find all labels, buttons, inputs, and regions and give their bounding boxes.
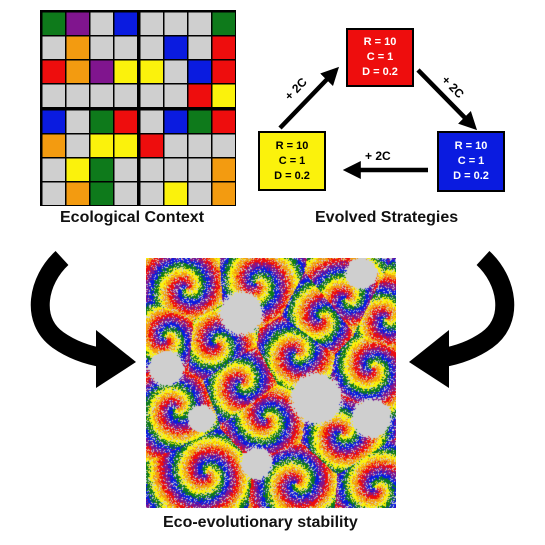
grid-cell — [188, 60, 211, 83]
curved-arrow-left-icon — [30, 251, 106, 368]
grid-cell — [188, 12, 211, 35]
grid-cell — [212, 182, 235, 205]
ecological-context-label: Ecological Context — [60, 209, 205, 226]
grid-cell — [188, 158, 211, 181]
grid-cell — [114, 182, 137, 205]
grid-cell — [114, 12, 137, 35]
strategy-yellow-d: D = 0.2 — [274, 169, 310, 182]
curved-arrow-right-head-icon — [409, 330, 449, 388]
grid-cell — [66, 60, 89, 83]
grid-cell — [66, 158, 89, 181]
grid-cell — [42, 60, 65, 83]
grid-cell — [42, 110, 65, 133]
strategy-yellow-c: C = 1 — [278, 154, 306, 167]
grid-cell — [90, 84, 113, 107]
strategy-box-red: R = 10 C = 1 D = 0.2 — [346, 28, 414, 87]
grid-cell — [140, 60, 163, 83]
strategy-red-r: R = 10 — [363, 36, 397, 48]
grid-cell — [212, 84, 235, 107]
grid-cell — [212, 110, 235, 133]
grid-cell — [42, 12, 65, 35]
grid-cell — [188, 36, 211, 59]
grid-cell — [164, 134, 187, 157]
grid-cell — [42, 84, 65, 107]
grid-cell — [188, 134, 211, 157]
grid-cell — [164, 60, 187, 83]
grid-cell — [90, 12, 113, 35]
grid-cell — [140, 182, 163, 205]
grid-cell — [66, 134, 89, 157]
grid-cell — [66, 110, 89, 133]
grid-cell — [114, 60, 137, 83]
grid-cell — [66, 84, 89, 107]
eco-evolutionary-simulation-image — [146, 258, 396, 508]
grid-cell — [164, 182, 187, 205]
grid-cell — [212, 12, 235, 35]
grid-cell — [114, 134, 137, 157]
grid-cell — [42, 158, 65, 181]
grid-cell — [42, 134, 65, 157]
grid-cell — [164, 158, 187, 181]
curved-arrow-left-head-icon — [96, 330, 136, 388]
grid-cell — [212, 134, 235, 157]
arrow-red-to-blue — [416, 68, 478, 131]
grid-cell — [188, 84, 211, 107]
grid-cell — [42, 182, 65, 205]
grid-cell — [212, 60, 235, 83]
strategy-blue-c: C = 1 — [457, 155, 485, 167]
strategy-blue-r: R = 10 — [454, 140, 488, 152]
strategy-blue-d: D = 0.2 — [453, 170, 489, 182]
strategy-box-yellow: R = 10 C = 1 D = 0.2 — [258, 131, 326, 191]
grid-cell — [212, 158, 235, 181]
grid-cell — [114, 36, 137, 59]
grid-cell — [140, 134, 163, 157]
grid-cell — [164, 12, 187, 35]
grid-cell — [140, 36, 163, 59]
strategy-box-blue: R = 10 C = 1 D = 0.2 — [437, 131, 505, 192]
grid-cell — [140, 110, 163, 133]
arrow-yellow-to-red — [278, 66, 339, 130]
grid-cell — [90, 36, 113, 59]
grid-cell — [140, 84, 163, 107]
grid-cell — [164, 110, 187, 133]
grid-cell — [114, 110, 137, 133]
grid-cell — [164, 84, 187, 107]
grid-cell — [42, 36, 65, 59]
grid-cell — [164, 36, 187, 59]
grid-cell — [140, 158, 163, 181]
curved-arrow-right-icon — [439, 251, 515, 368]
grid-cell — [90, 182, 113, 205]
grid-cell — [188, 182, 211, 205]
grid-cell — [66, 12, 89, 35]
evolved-strategies-label: Evolved Strategies — [315, 209, 459, 226]
strategy-red-d: D = 0.2 — [362, 66, 398, 78]
grid-cell — [114, 158, 137, 181]
ecological-context-grid — [40, 10, 236, 206]
grid-cell — [114, 84, 137, 107]
arrow-label-blue-to-yellow: + 2C — [365, 149, 391, 163]
grid-cell — [66, 182, 89, 205]
grid-cell — [188, 110, 211, 133]
grid-cell — [90, 158, 113, 181]
grid-cell — [66, 36, 89, 59]
grid-cell — [212, 36, 235, 59]
grid-cell — [90, 110, 113, 133]
grid-cell — [140, 12, 163, 35]
strategy-red-c: C = 1 — [366, 51, 394, 63]
eco-evolutionary-stability-label: Eco-evolutionary stability — [163, 514, 358, 531]
strategy-yellow-r: R = 10 — [275, 139, 309, 152]
grid-cell — [90, 134, 113, 157]
grid-cell — [90, 60, 113, 83]
